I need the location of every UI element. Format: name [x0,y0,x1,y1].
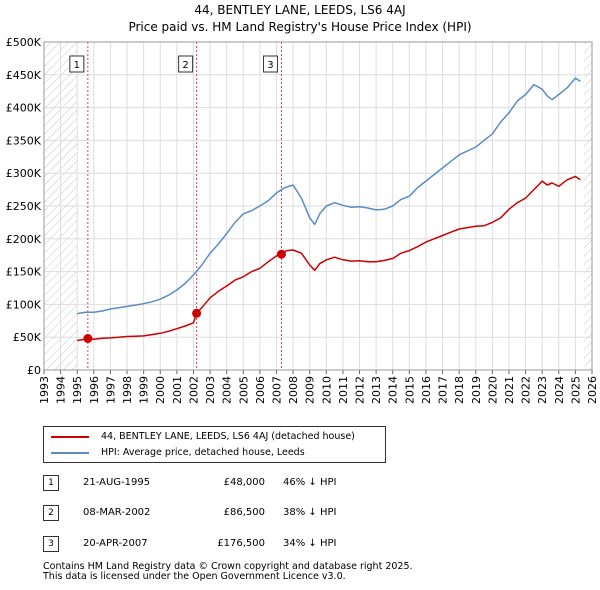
x-tick-label: 2020 [486,376,499,404]
footer-copyright: Contains HM Land Registry data © Crown c… [43,561,413,572]
legend-swatch-property [51,436,89,438]
x-tick-label: 1996 [88,376,101,404]
y-tick-label: £100K [6,298,42,311]
x-tick-label: 2021 [503,376,516,404]
y-tick-label: £150K [6,266,42,279]
x-tick-label: 1994 [55,376,68,404]
x-tick-label: 2022 [520,376,533,404]
sale-marker-box [178,55,194,73]
footer-licence: This data is licensed under the Open Gov… [43,571,346,582]
x-tick-label: 2016 [420,376,433,404]
sale-marker-label: 1 [74,60,80,71]
sale-marker-box [69,55,85,73]
y-tick-label: £300K [6,167,42,180]
transaction-date: 21-AUG-1995 [83,477,151,488]
x-tick-label: 2000 [154,376,167,404]
hpi-line [77,77,581,315]
x-tick-label: 2007 [270,376,283,404]
x-tick-label: 1998 [121,376,134,404]
x-tick-label: 2004 [221,376,234,404]
transaction-number: 3 [43,536,59,552]
x-tick-label: 2012 [354,376,367,404]
y-tick-label: £0 [27,364,41,377]
chart-subtitle: Price paid vs. HM Land Registry's House … [128,20,472,34]
x-tick-label: 2017 [437,376,450,404]
sale-marker-box [262,55,278,73]
sale-marker-label: 2 [182,60,188,71]
sale-point [83,334,93,344]
x-tick-label: 2013 [370,376,383,404]
y-tick-label: £50K [13,331,42,344]
x-tick-label: 1997 [104,376,117,404]
transaction-number: 1 [43,475,59,491]
x-tick-label: 2005 [237,376,250,404]
legend-swatch-hpi [51,452,89,454]
x-tick-label: 2009 [304,376,317,404]
transaction-price: £176,500 [217,538,265,549]
transaction-price: £48,000 [223,477,265,488]
x-tick-label: 2006 [254,376,267,404]
chart-title-address: 44, BENTLEY LANE, LEEDS, LS6 4AJ [194,3,406,17]
plot-border [43,41,593,371]
x-tick-label: 2026 [586,376,599,404]
sale-point [276,249,286,259]
chart-legend: 44, BENTLEY LANE, LEEDS, LS6 4AJ (detach… [43,426,386,463]
transaction-hpi-diff: 46% ↓ HPI [283,477,337,488]
x-tick-label: 2003 [204,376,217,404]
x-tick-label: 1993 [38,376,51,404]
transaction-hpi-diff: 38% ↓ HPI [283,507,337,518]
x-tick-label: 1999 [138,376,151,404]
x-tick-label: 2019 [470,376,483,404]
x-tick-label: 2023 [536,376,549,404]
price-chart: £0 £50K £100K £150K £200K £250K £300K £350K £400… [6,36,599,404]
x-tick-label: 2010 [320,376,333,404]
transaction-date: 20-APR-2007 [83,538,148,549]
y-tick-label: £350K [6,134,42,147]
y-tick-label: £450K [6,69,42,82]
legend-label-hpi: HPI: Average price, detached house, Leed… [101,447,305,458]
transaction-number: 2 [43,505,59,521]
x-tick-label: 2001 [171,376,184,404]
x-tick-label: 2008 [287,376,300,404]
x-tick-label: 2011 [337,376,350,404]
y-tick-label: £250K [6,200,42,213]
x-tick-label: 2018 [453,376,466,404]
property-price-line [77,175,581,342]
x-tick-label: 2025 [569,376,582,404]
x-tick-label: 2024 [553,376,566,404]
x-tick-label: 2015 [403,376,416,404]
x-tick-label: 2002 [187,376,200,404]
legend-label-property: 44, BENTLEY LANE, LEEDS, LS6 4AJ (detach… [101,431,355,442]
sale-marker-label: 3 [267,60,273,71]
x-tick-label: 2014 [387,376,400,404]
y-tick-label: £500K [6,36,42,49]
transaction-hpi-diff: 34% ↓ HPI [283,538,337,549]
transaction-date: 08-MAR-2002 [83,507,151,518]
sale-point [192,308,202,318]
y-tick-label: £400K [6,102,42,115]
transaction-price: £86,500 [223,507,265,518]
x-tick-label: 1995 [71,376,84,404]
y-tick-label: £200K [6,233,42,246]
